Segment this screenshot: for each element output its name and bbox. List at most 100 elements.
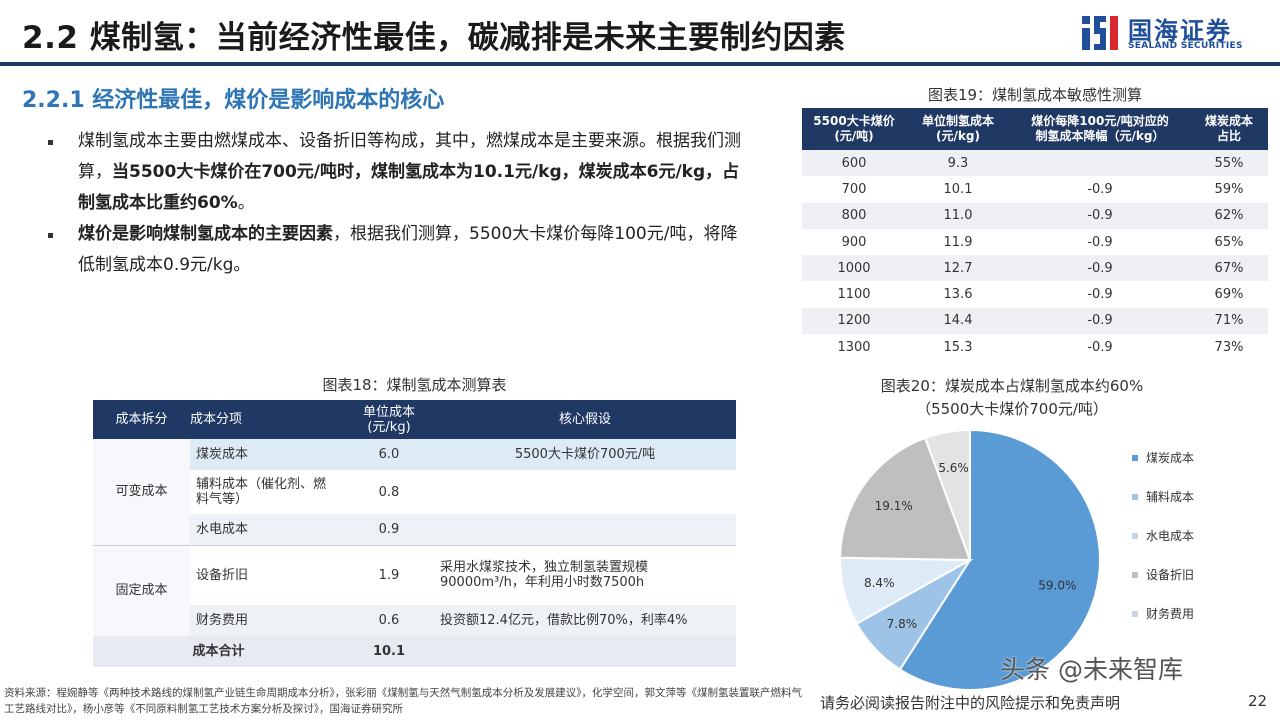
table-cell: 69% bbox=[1190, 281, 1268, 308]
title-divider bbox=[0, 62, 1280, 66]
legend-label: 辅料成本 bbox=[1146, 490, 1195, 504]
legend-label: 设备折旧 bbox=[1146, 568, 1195, 582]
cost-assumption bbox=[434, 470, 736, 514]
source-note: 资料来源：程婉静等《两种技术路线的煤制氢产业链生命周期成本分析》，张彩丽《煤制氢… bbox=[4, 687, 802, 715]
table-cell: 13.6 bbox=[906, 281, 1010, 308]
cost-assumption: 采用水煤浆技术，独立制氢装置规模90000m³/h，年利用小时数7500h bbox=[434, 544, 736, 605]
legend-label: 煤炭成本 bbox=[1146, 451, 1195, 465]
page-title: 2.2 煤制氢：当前经济性最佳，碳减排是未来主要制约因素 bbox=[22, 20, 846, 56]
logo-chinese-name: 国海证券 bbox=[1128, 17, 1232, 45]
table-cell: 15.3 bbox=[906, 334, 1010, 361]
legend-swatch bbox=[1132, 572, 1138, 578]
page-number: 22 bbox=[1248, 692, 1268, 710]
total-empty bbox=[434, 636, 736, 667]
table19-header: 煤炭成本 占比 bbox=[1190, 108, 1268, 150]
table-cell: 73% bbox=[1190, 334, 1268, 361]
cost-assumption bbox=[434, 514, 736, 545]
bullet-item: 煤制氢成本主要由燃煤成本、设备折旧等构成，其中，燃煤成本是主要来源。根据我们测算… bbox=[48, 126, 748, 219]
chart-subtitle: （5500大卡煤价700元/吨） bbox=[916, 400, 1108, 418]
cost-table: 成本拆分 成本分项 单位成本 (元/kg) 核心假设 可变成本 煤炭成本 6.0 … bbox=[93, 400, 736, 667]
table-cell: 1200 bbox=[802, 307, 906, 335]
logo-english-name: SEALAND SECURITIES bbox=[1128, 41, 1243, 51]
cost-item: 水电成本 bbox=[190, 514, 344, 545]
pie-label: 8.4% bbox=[864, 576, 895, 590]
cost-value: 6.0 bbox=[344, 439, 434, 470]
legend-swatch bbox=[1132, 494, 1138, 500]
company-logo: 国海证券 SEALAND SECURITIES bbox=[1080, 10, 1270, 56]
table-cell: 62% bbox=[1190, 202, 1268, 229]
group-label: 固定成本 bbox=[93, 544, 190, 636]
table18-header: 成本分项 bbox=[190, 400, 344, 439]
bullet-list: 煤制氢成本主要由燃煤成本、设备折旧等构成，其中，燃煤成本是主要来源。根据我们测算… bbox=[48, 126, 748, 281]
table-cell: -0.9 bbox=[1010, 307, 1190, 335]
cost-value: 0.9 bbox=[344, 514, 434, 545]
pie-label: 19.1% bbox=[875, 499, 913, 513]
table18-header: 单位成本 (元/kg) bbox=[344, 400, 434, 439]
pie-label: 7.8% bbox=[887, 617, 918, 631]
total-label: 成本合计 bbox=[93, 636, 344, 667]
cost-item: 财务费用 bbox=[190, 605, 344, 636]
cost-pie-chart: 59.0% 7.8% 8.4% 19.1% 5.6% bbox=[839, 428, 1101, 690]
table-row: 财务费用 0.6 投资额12.4亿元，借款比例70%，利率4% bbox=[93, 605, 736, 636]
table-cell: 65% bbox=[1190, 228, 1268, 256]
pie-slice bbox=[839, 436, 972, 562]
total-value: 10.1 bbox=[344, 636, 434, 667]
legend-item: 水电成本 bbox=[1132, 528, 1194, 567]
table19-title: 图表19：煤制氢成本敏感性测算 bbox=[927, 86, 1143, 104]
table19-header: 单位制氢成本 (元/kg) bbox=[906, 108, 1010, 150]
total-row: 成本合计 10.1 bbox=[93, 636, 736, 667]
table-cell: 11.9 bbox=[906, 228, 1010, 256]
cost-value: 1.9 bbox=[344, 544, 434, 605]
pie-label: 5.6% bbox=[938, 461, 969, 475]
cost-item: 煤炭成本 bbox=[190, 439, 344, 470]
sensitivity-table: 5500大卡煤价 (元/吨) 单位制氢成本 (元/kg) 煤价每降100元/吨对应的… bbox=[802, 108, 1268, 361]
table19-header: 煤价每降100元/吨对应的 制氢成本降幅（元/kg） bbox=[1010, 108, 1190, 150]
table-row: 可变成本 煤炭成本 6.0 5500大卡煤价700元/吨 bbox=[93, 439, 736, 545]
legend-item: 辅料成本 bbox=[1132, 489, 1194, 528]
bullet-text: ，根据我们测算，5500大卡煤价每降100元/吨，将降低制氢成本0.9元/kg。 bbox=[78, 224, 738, 275]
slide-header: 2.2 煤制氢：当前经济性最佳，碳减排是未来主要制约因素 国海证券 SEALAN… bbox=[0, 0, 1280, 70]
cost-value: 0.8 bbox=[378, 484, 400, 500]
table-row: 1300 15.3 -0.9 73% bbox=[802, 334, 1268, 361]
table-cell bbox=[1010, 150, 1190, 177]
table19-header: 5500大卡煤价 (元/吨) bbox=[802, 108, 906, 150]
pie-label: 59.0% bbox=[1038, 579, 1076, 593]
table-cell: -0.9 bbox=[1010, 176, 1190, 203]
pie-slice bbox=[923, 428, 971, 561]
table-cell: 67% bbox=[1190, 255, 1268, 282]
disclaimer: 请务必阅读报告附注中的风险提示和免责声明 bbox=[820, 694, 1121, 712]
table-row: 900 11.9 -0.9 65% bbox=[802, 228, 1268, 256]
section-heading: 2.2.1 经济性最佳，煤价是影响成本的核心 bbox=[22, 88, 445, 113]
table-row: 1000 12.7 -0.9 67% bbox=[802, 255, 1268, 282]
table-cell: -0.9 bbox=[1010, 228, 1190, 256]
table-cell: -0.9 bbox=[1010, 281, 1190, 308]
legend-label: 水电成本 bbox=[1146, 529, 1195, 543]
legend-swatch bbox=[1132, 611, 1138, 617]
table-cell: -0.9 bbox=[1010, 255, 1190, 282]
table-cell: -0.9 bbox=[1010, 202, 1190, 229]
table-cell: 800 bbox=[802, 202, 906, 229]
legend-item: 煤炭成本 bbox=[1132, 450, 1194, 489]
table-cell: 11.0 bbox=[906, 202, 1010, 229]
group-label: 可变成本 bbox=[93, 439, 190, 545]
cost-item: 辅料成本（催化剂、燃料气等） bbox=[196, 477, 327, 507]
sealand-logo-icon bbox=[1082, 16, 1118, 50]
pie-slice bbox=[898, 428, 1101, 690]
table-row: 固定成本 设备折旧 1.9 采用水煤浆技术，独立制氢装置规模90000m³/h，… bbox=[93, 544, 736, 636]
bullet-bold-text: 当5500大卡煤价在700元/吨时，煤制氢成本为10.1元/kg，煤炭成本6元/… bbox=[78, 162, 740, 213]
legend-item: 设备折旧 bbox=[1132, 567, 1194, 606]
table-cell: 1100 bbox=[802, 281, 906, 308]
bullet-text: 。 bbox=[237, 193, 255, 213]
bullet-item: 煤价是影响煤制氢成本的主要因素，根据我们测算，5500大卡煤价每降100元/吨，… bbox=[48, 219, 748, 281]
bullet-bold-text: 煤价是影响煤制氢成本的主要因素 bbox=[78, 224, 333, 244]
table-cell: 59% bbox=[1190, 176, 1268, 203]
cost-assumption: 投资额12.4亿元，借款比例70%，利率4% bbox=[434, 605, 736, 636]
cost-value: 0.6 bbox=[344, 605, 434, 636]
bullet-text: 煤制氢成本主要由燃煤成本、设备折旧等构成，其中，燃煤成本是主要来源。根据我们测算… bbox=[78, 131, 741, 182]
table-row: 700 10.1 -0.9 59% bbox=[802, 176, 1268, 203]
chart-title: 图表20：煤炭成本占煤制氢成本约60% bbox=[880, 377, 1144, 395]
table-row: 600 9.3 55% bbox=[802, 150, 1268, 177]
table-cell: 900 bbox=[802, 228, 906, 256]
table18-header: 核心假设 bbox=[434, 400, 736, 439]
table-cell: 71% bbox=[1190, 307, 1268, 335]
